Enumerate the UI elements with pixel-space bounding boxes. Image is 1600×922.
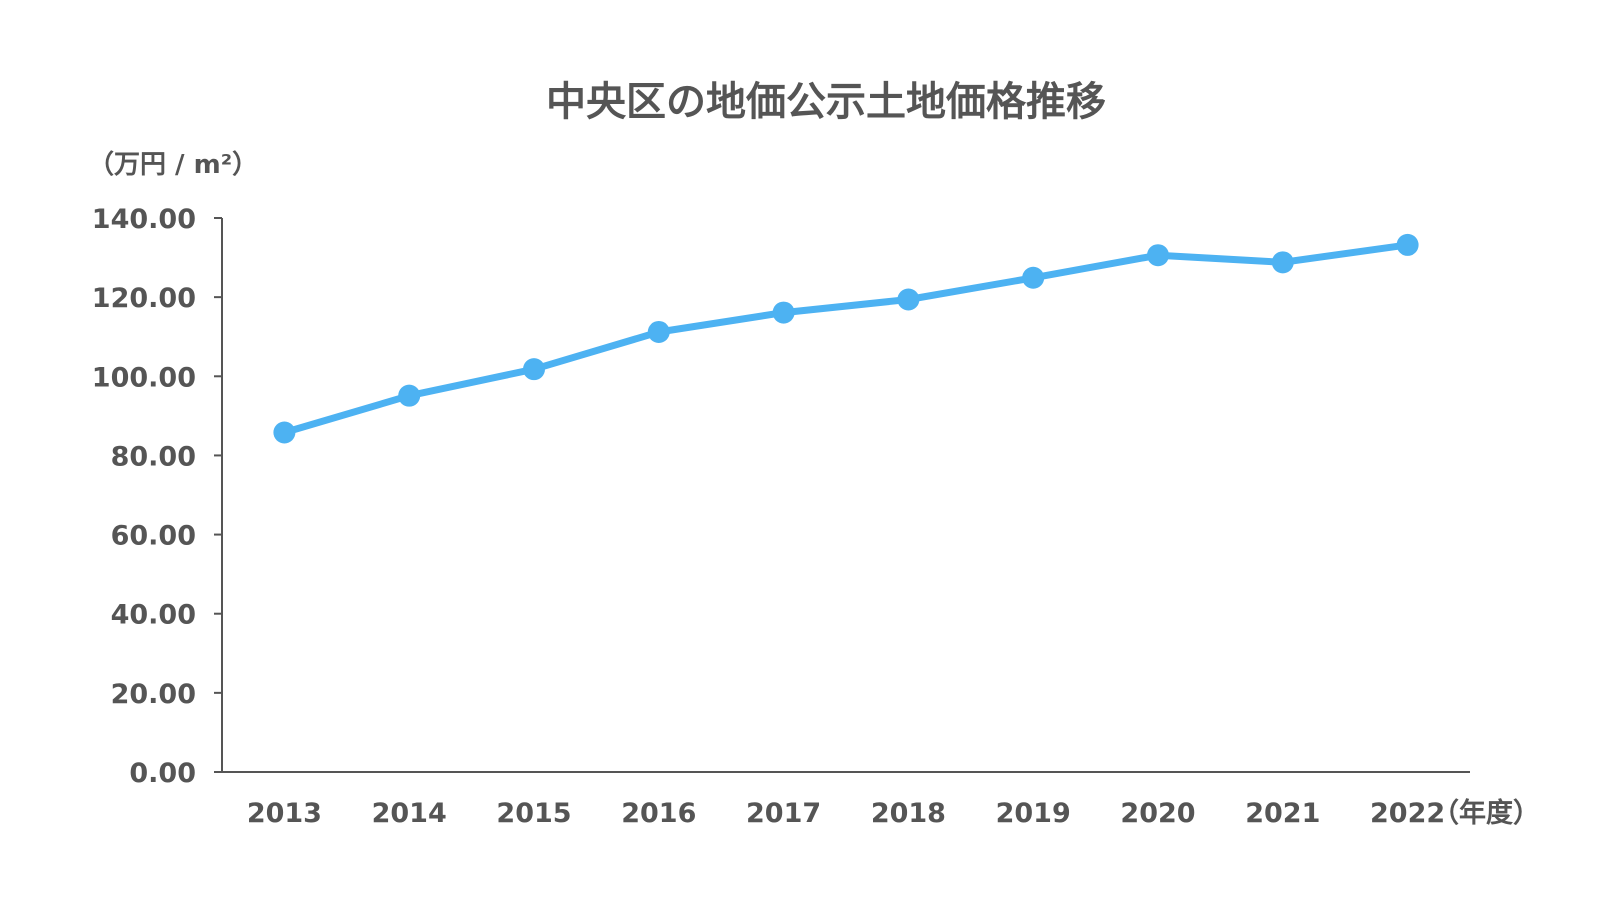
x-tick-label: 2013: [247, 798, 322, 829]
x-tick-label: 2015: [496, 798, 571, 829]
x-tick-label: 2018: [871, 798, 946, 829]
y-tick-label: 60.00: [111, 521, 196, 552]
y-axis-unit-label: （万円 / m²）: [88, 150, 258, 180]
x-tick-label: 2014: [372, 798, 447, 829]
data-point: [897, 288, 920, 311]
data-point: [772, 301, 795, 324]
x-tick-label: 2016: [621, 798, 696, 829]
data-point: [647, 320, 670, 343]
y-tick-label: 100.00: [92, 362, 196, 393]
x-tick-label: 2021: [1245, 798, 1320, 829]
data-point: [1271, 251, 1294, 274]
x-tick-label: 2022: [1370, 798, 1445, 829]
y-tick-label: 80.00: [111, 441, 196, 472]
chart-title: 中央区の地価公示土地価格推移: [546, 79, 1106, 125]
data-point: [273, 421, 296, 444]
data-point: [1022, 266, 1045, 289]
x-tick-label: 2019: [996, 798, 1071, 829]
y-tick-label: 0.00: [129, 758, 196, 789]
data-point: [523, 358, 545, 381]
x-axis-unit-label: （年度）: [1432, 797, 1540, 829]
y-tick-label: 20.00: [111, 679, 196, 710]
data-point: [1396, 233, 1419, 256]
data-point: [398, 384, 421, 407]
series-line: [280, 241, 1412, 436]
x-tick-label: 2017: [746, 798, 821, 829]
data-point: [1147, 244, 1169, 267]
y-tick-label: 40.00: [111, 600, 196, 631]
x-tick-label: 2020: [1120, 798, 1195, 829]
chart-axes: [221, 218, 1470, 773]
series-group: [273, 233, 1419, 444]
x-axis-ticks: 2013 2014 2015 2016 2017 2018 2019 2020 2021 2022: [247, 798, 1445, 829]
y-tick-label: 120.00: [92, 283, 196, 314]
y-axis-ticks: 0.00 20.00 40.00 60.00 80.00 100.00 120.00 140.…: [92, 204, 222, 789]
y-tick-label: 140.00: [92, 204, 196, 235]
